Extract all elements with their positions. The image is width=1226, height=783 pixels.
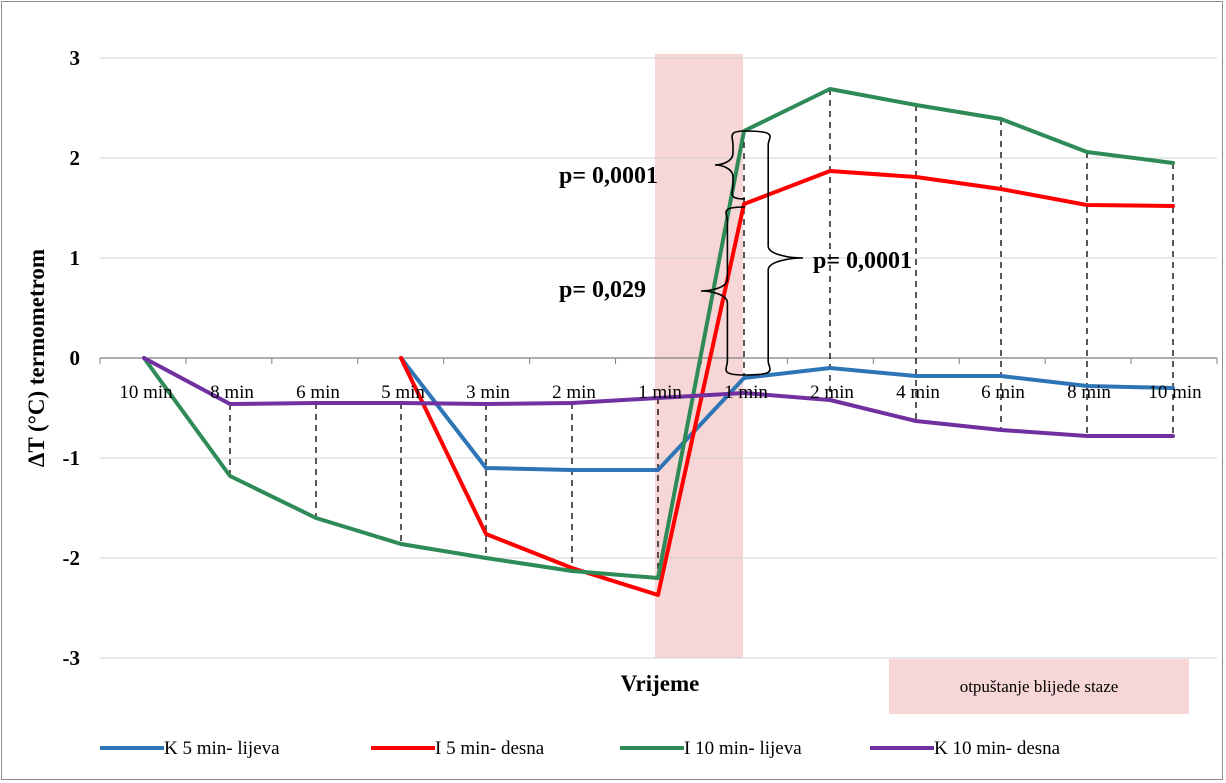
series-line-1 <box>399 356 1175 472</box>
y-tick-label: 3 <box>70 46 81 70</box>
y-tick-label: 1 <box>70 246 81 270</box>
y-tick-label: 2 <box>70 146 81 170</box>
legend-label-1: K 5 min- lijeva <box>164 738 280 759</box>
legend-label-3: I 10 min- lijeva <box>684 738 802 759</box>
series-line-2 <box>399 169 1175 597</box>
x-tick-label: 2 min <box>810 382 854 403</box>
legend-label-2: I 5 min- desna <box>435 738 545 759</box>
y-tick-label: -1 <box>63 446 81 470</box>
x-tick-label: 3 min <box>466 382 510 403</box>
series-line-3 <box>142 87 1175 580</box>
drop-lines <box>229 89 1174 578</box>
x-tick-label: 4 min <box>896 382 940 403</box>
x-tick-label: 6 min <box>981 382 1025 403</box>
bracket-curly-2 <box>700 206 746 376</box>
x-axis-title: Vrijeme <box>621 671 700 696</box>
x-tick-label: 1 min <box>724 382 768 403</box>
legend-label-4: K 10 min- desna <box>934 738 1061 759</box>
shaded-region-label: otpuštanje blijede staze <box>960 677 1119 696</box>
x-tick-labels: 10 min 8 min 6 min 5 min 3 min 2 min 1 min 1 mi… <box>119 382 1202 403</box>
x-tick-label: 8 min <box>210 382 254 403</box>
p-value-label: p= 0,029 <box>559 277 646 303</box>
shaded-region-legend: otpuštanje blijede staze <box>889 659 1189 714</box>
series-lines <box>142 87 1175 597</box>
significance-brackets: p= 0,0001 p= 0,029 p= 0,0001 <box>559 130 912 376</box>
legend: K 5 min- lijeva I 5 min- desna I 10 min- l… <box>100 738 1061 759</box>
y-axis-title: ΔT (°C) termometrom <box>24 249 49 467</box>
x-tick-label: 10 min <box>119 382 173 403</box>
shaded-region-legend-box <box>889 659 1189 714</box>
x-tick-label: 1 min <box>638 382 682 403</box>
p-value-label: p= 0,0001 <box>813 248 912 274</box>
x-tick-label: 2 min <box>552 382 596 403</box>
y-tick-label: -2 <box>63 546 81 570</box>
x-tick-label: 8 min <box>1067 382 1111 403</box>
bracket-curly-1 <box>714 130 746 200</box>
y-tick-label: 0 <box>70 346 81 370</box>
y-tick-labels: 3 2 1 0 -1 -2 -3 <box>63 46 81 670</box>
y-tick-label: -3 <box>63 646 81 670</box>
p-value-label: p= 0,0001 <box>559 163 658 189</box>
x-tick-label: 5 min <box>381 382 425 403</box>
series-line-4 <box>142 356 1175 438</box>
x-tick-label: 10 min <box>1148 382 1202 403</box>
x-tick-label: 6 min <box>296 382 340 403</box>
bracket-curly-3 <box>744 130 804 376</box>
